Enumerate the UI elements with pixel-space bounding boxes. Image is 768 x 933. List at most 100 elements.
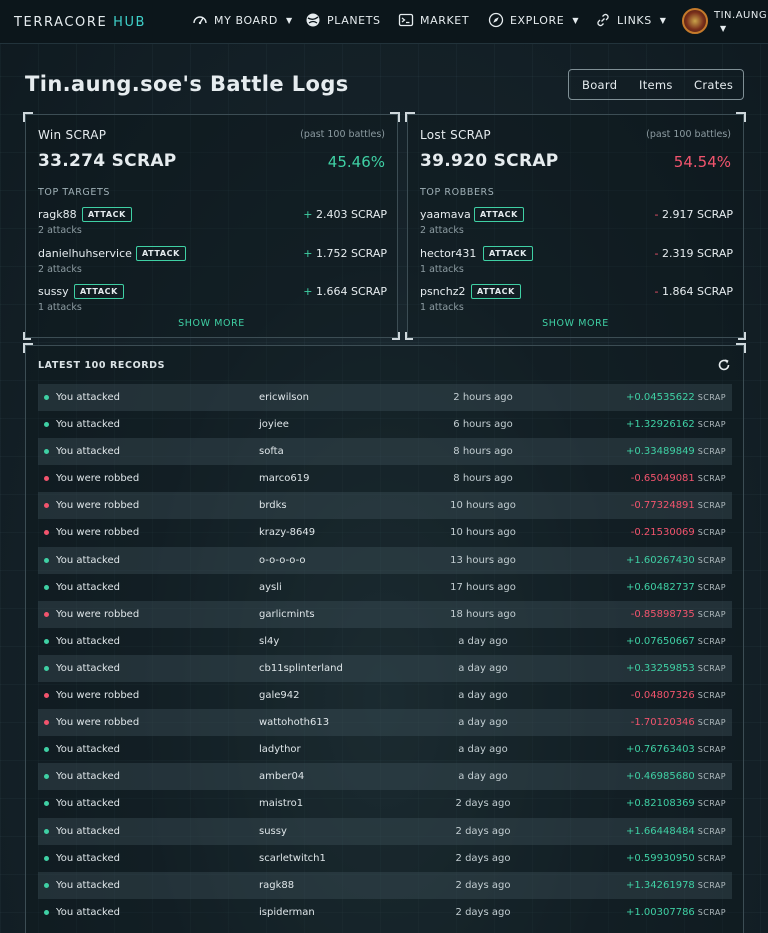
table-row[interactable]: You were robbed krazy-8649 10 hours ago -0.…	[38, 519, 732, 546]
record-user[interactable]: ericwilson	[259, 392, 309, 403]
table-row[interactable]: You attacked amber04 a day ago +0.46985680 S…	[38, 763, 732, 791]
record-user[interactable]: ragk88	[259, 879, 295, 891]
record-action: You attacked	[56, 771, 120, 783]
record-user[interactable]: o-o-o-o-o	[259, 554, 306, 566]
amount-sign: +	[303, 285, 313, 298]
attack-button[interactable]: ATTACK	[471, 284, 521, 299]
compass-icon	[488, 12, 504, 28]
record-amount: +1.60267430	[625, 554, 695, 566]
robber-name[interactable]: hector431	[420, 247, 477, 260]
show-more-button[interactable]: SHOW MORE	[178, 318, 245, 329]
table-row[interactable]: You were robbed garlicmints 18 hours ago -0…	[38, 600, 732, 628]
record-amount: +1.32926162	[625, 419, 695, 431]
logo[interactable]: TERRACORE HUB	[14, 15, 146, 30]
record-time: 18 hours ago	[450, 608, 516, 620]
target-name[interactable]: sussy	[38, 285, 69, 298]
record-unit: SCRAP	[697, 663, 726, 673]
tab-board[interactable]: Board	[582, 78, 618, 92]
record-unit: SCRAP	[697, 609, 726, 619]
tab-crates[interactable]: Crates	[694, 78, 734, 92]
gauge-icon	[192, 12, 208, 28]
record-user[interactable]: cb11splinterland	[259, 662, 343, 674]
nav-market[interactable]: MARKET	[398, 12, 469, 28]
user-menu[interactable]: TIN.AUNG.S ▼	[682, 8, 768, 35]
amount-sign: -	[654, 285, 659, 298]
table-row[interactable]: You attacked sl4y a day ago +0.07650667 SCRA…	[38, 628, 732, 655]
attack-button[interactable]: ATTACK	[483, 246, 533, 261]
table-row[interactable]: You attacked o-o-o-o-o 13 hours ago +1.6026…	[38, 546, 732, 574]
table-row[interactable]: You attacked joyiee 6 hours ago +1.32926162…	[38, 411, 732, 438]
table-row[interactable]: You attacked ragk88 2 days ago +1.34261978 S…	[38, 871, 732, 899]
target-amount: 1.752 SCRAP	[315, 247, 387, 260]
attack-count: 1 attacks	[420, 264, 464, 275]
table-row[interactable]: You attacked aysli 17 hours ago +0.60482737…	[38, 574, 732, 601]
table-row[interactable]: You attacked ispiderman 2 days ago +1.00307…	[38, 899, 732, 926]
nav-my-board[interactable]: MY BOARD ▼	[192, 12, 293, 28]
record-user[interactable]: joyiee	[259, 419, 289, 431]
record-user[interactable]: sl4y	[259, 635, 280, 647]
robber-name[interactable]: yaamava	[420, 208, 471, 221]
record-user[interactable]: garlicmints	[259, 608, 315, 620]
nav-links[interactable]: LINKS ▼	[595, 12, 667, 28]
attack-button[interactable]: ATTACK	[136, 246, 186, 261]
record-user[interactable]: scarletwitch1	[259, 852, 326, 864]
table-row[interactable]: You attacked ladythor a day ago +0.76763403…	[38, 736, 732, 763]
table-row[interactable]: You attacked scarletwitch1 2 days ago +0.59…	[38, 845, 732, 872]
target-name[interactable]: ragk88	[38, 208, 77, 221]
attack-count: 1 attacks	[38, 302, 82, 313]
record-user[interactable]: aysli	[259, 581, 282, 593]
record-user[interactable]: maistro1	[259, 798, 304, 810]
record-time: a day ago	[458, 662, 508, 674]
record-unit: SCRAP	[697, 528, 726, 538]
record-unit: SCRAP	[697, 582, 726, 592]
top-robber-row: yaamava ATTACK 2 attacks - 2.917 SCRAP	[420, 207, 733, 240]
record-time: a day ago	[458, 635, 508, 647]
table-row[interactable]: You were robbed gale942 a day ago -0.048073…	[38, 682, 732, 709]
nav-planets[interactable]: PLANETS	[305, 12, 381, 28]
robber-name[interactable]: psnchz2	[420, 285, 466, 298]
chevron-down-icon: ▼	[720, 24, 727, 33]
nav-explore[interactable]: EXPLORE ▼	[488, 12, 579, 28]
record-value: +0.46985680 SCRAP	[626, 771, 726, 782]
table-row[interactable]: You attacked maistro1 2 days ago +0.8210836…	[38, 790, 732, 817]
record-user[interactable]: softa	[259, 446, 284, 458]
table-row[interactable]: You attacked ericwilson 2 hours ago +0.0453…	[38, 384, 732, 412]
planet-icon	[305, 12, 321, 28]
status-dot-icon	[44, 693, 49, 699]
record-amount: +0.33259853	[625, 662, 695, 674]
table-row[interactable]: You attacked softa 8 hours ago +0.33489849 S…	[38, 438, 732, 466]
refresh-icon[interactable]	[717, 357, 731, 371]
record-action: You attacked	[56, 744, 120, 756]
record-user[interactable]: marco619	[259, 473, 310, 485]
user-name-block: TIN.AUNG.S ▼	[714, 9, 768, 35]
record-action: You attacked	[56, 906, 120, 918]
attack-button[interactable]: ATTACK	[74, 284, 124, 299]
record-amount: -0.65049081	[630, 473, 695, 485]
table-row[interactable]: You attacked cb11splinterland a day ago +0.…	[38, 654, 732, 683]
tab-items[interactable]: Items	[639, 78, 673, 92]
top-targets-heading: TOP TARGETS	[38, 187, 110, 198]
record-time: 10 hours ago	[450, 527, 516, 539]
record-user[interactable]: brdks	[259, 500, 287, 512]
attack-button[interactable]: ATTACK	[82, 207, 132, 222]
target-name[interactable]: danielhuhservice	[38, 247, 132, 260]
record-user[interactable]: amber04	[259, 771, 305, 783]
table-row[interactable]: You were robbed marco619 8 hours ago -0.650…	[38, 465, 732, 492]
show-more-button[interactable]: SHOW MORE	[542, 318, 609, 329]
record-user[interactable]: krazy-8649	[259, 527, 316, 539]
view-tabs: Board Items Crates	[568, 69, 744, 100]
record-user[interactable]: gale942	[259, 690, 300, 702]
record-user[interactable]: ladythor	[259, 744, 301, 756]
record-user[interactable]: ispiderman	[259, 906, 315, 918]
table-row[interactable]: You attacked sussy 2 days ago +1.66448484 SC…	[38, 817, 732, 845]
status-dot-icon	[44, 720, 49, 726]
record-amount: -1.70120346	[630, 717, 695, 729]
record-action: You attacked	[56, 419, 120, 431]
table-row[interactable]: You were robbed brdks 10 hours ago -0.77324…	[38, 492, 732, 520]
nav-links-label: LINKS	[617, 13, 652, 27]
record-value: -0.04807326 SCRAP	[631, 690, 726, 701]
table-row[interactable]: You were robbed wattohoth613 a day ago -1.7…	[38, 709, 732, 737]
record-user[interactable]: wattohoth613	[259, 717, 330, 729]
record-user[interactable]: sussy	[259, 825, 287, 837]
attack-button[interactable]: ATTACK	[474, 207, 524, 222]
